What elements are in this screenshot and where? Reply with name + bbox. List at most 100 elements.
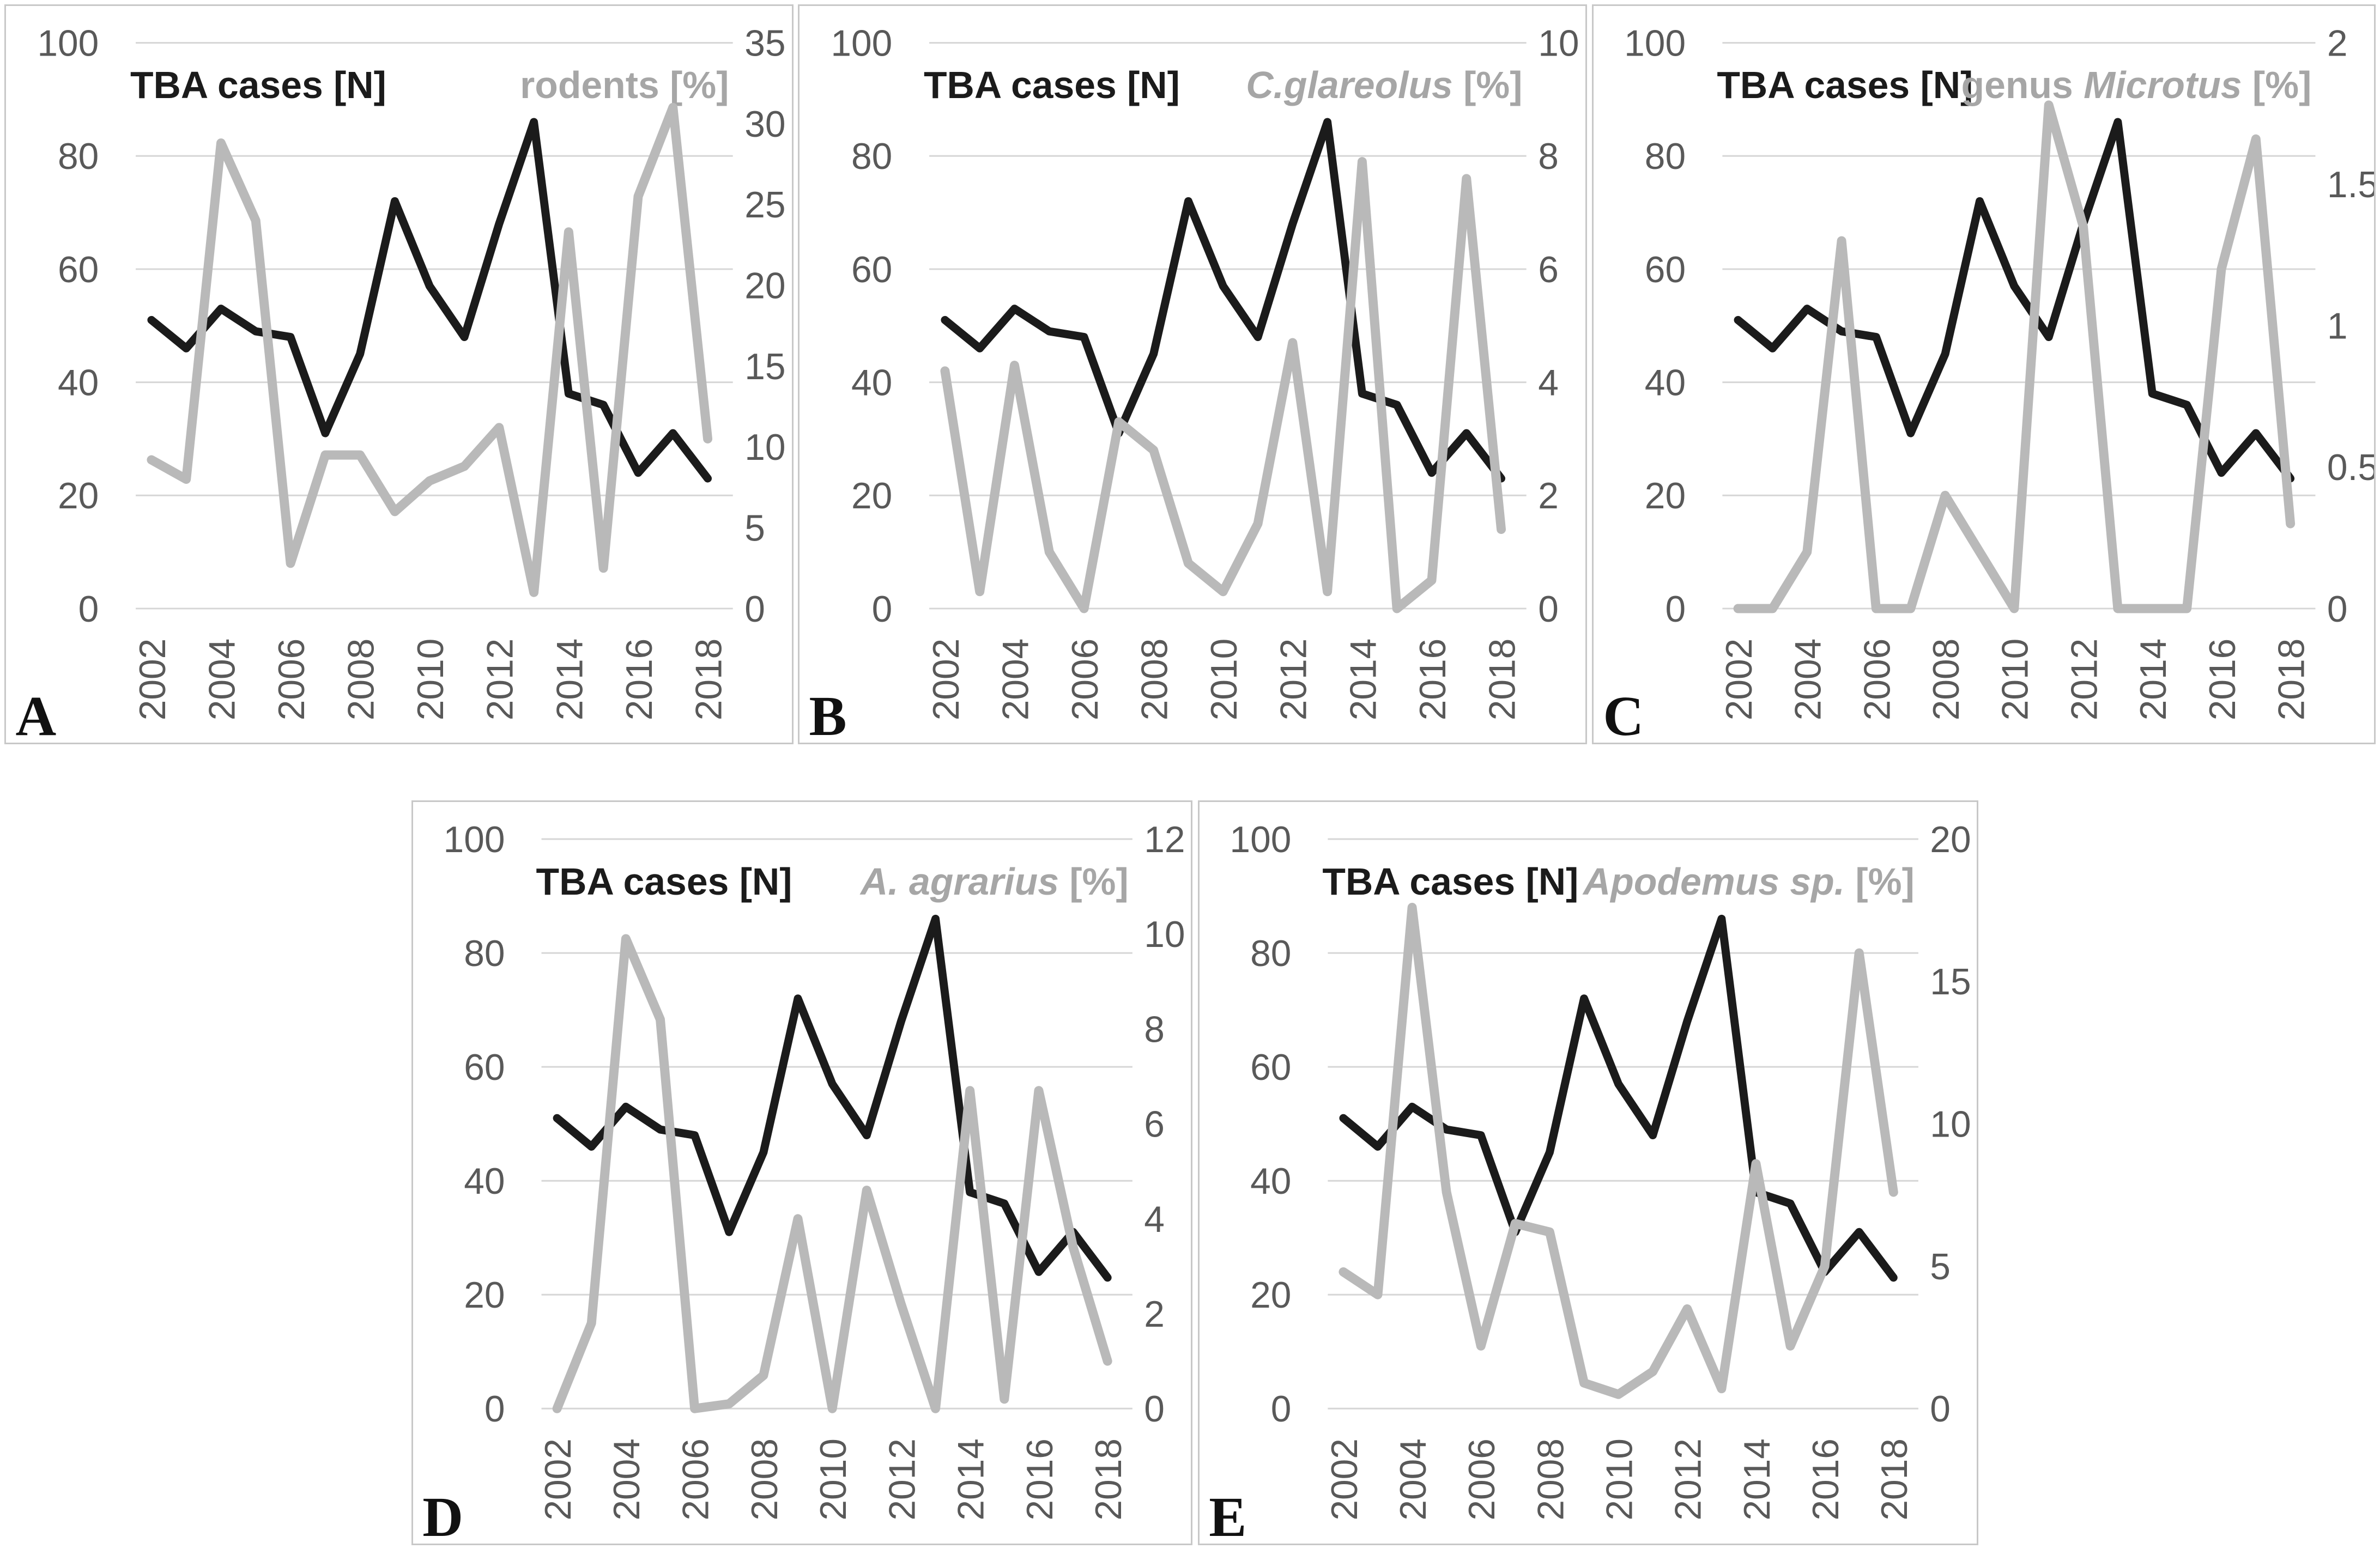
right-axis-tick-label: 5 — [1930, 1247, 1951, 1287]
x-axis-tick-label: 2012 — [480, 639, 521, 721]
left-axis-tick-label: 100 — [37, 23, 99, 64]
x-axis-tick-label: 2010 — [410, 639, 451, 721]
panel-D: 0 20 40 60 80 100 0 2 4 6 8 10 12 2002 2004 2006 2008 201… — [411, 800, 1192, 1545]
chart-title-left: TBA cases [N] — [130, 64, 386, 106]
x-axis-tick-label: 2006 — [676, 1438, 717, 1521]
chart-title-right: C.glareolus [%] — [1246, 64, 1522, 106]
left-axis-tick-label: 0 — [78, 589, 99, 630]
left-axis-tick-label: 100 — [831, 23, 892, 64]
panel-letter: E — [1209, 1486, 1246, 1544]
right-axis-tick-label: 2 — [2327, 23, 2348, 64]
panel-letter: C — [1603, 685, 1644, 743]
left-axis-tick-label: 40 — [1645, 362, 1686, 403]
left-axis-tick-label: 0 — [1271, 1389, 1292, 1430]
left-axis-tick-label: 60 — [1645, 250, 1686, 290]
panel-A: 0 20 40 60 80 100 0 5 10 15 20 25 30 35 2002 2004 2006 20… — [4, 4, 794, 744]
right-axis-tick-label: 0 — [1930, 1389, 1951, 1430]
left-axis-tick-label: 60 — [58, 250, 99, 290]
left-axis-tick-label: 40 — [464, 1161, 505, 1202]
right-axis-tick-label: 4 — [1144, 1199, 1165, 1240]
right-axis-tick-label: 30 — [744, 104, 785, 145]
left-axis-tick-label: 60 — [464, 1047, 505, 1088]
left-axis-tick-label: 60 — [851, 250, 892, 290]
left-axis-tick-label: 80 — [58, 136, 99, 177]
x-axis-tick-label: 2006 — [1857, 639, 1898, 721]
right-axis-tick-label: 0 — [2327, 589, 2348, 630]
x-axis-tick-label: 2004 — [202, 639, 243, 721]
x-axis-tick-label: 2004 — [995, 639, 1036, 721]
left-axis-tick-label: 0 — [485, 1389, 505, 1430]
species-percent-line — [1733, 100, 2296, 613]
x-axis-tick-label: 2014 — [1343, 639, 1384, 721]
right-axis-tick-label: 5 — [744, 508, 765, 549]
right-axis-tick-label: 10 — [1930, 1104, 1971, 1145]
chart-B-svg: 0 20 40 60 80 100 0 2 4 6 8 10 2002 2004 2006 2008 2010 2… — [809, 23, 1579, 743]
x-axis-tick-label: 2010 — [1204, 639, 1245, 721]
left-axis-tick-label: 80 — [851, 136, 892, 177]
left-axis-tick-label: 100 — [444, 819, 505, 860]
panel-B: 0 20 40 60 80 100 0 2 4 6 8 10 2002 2004 2006 2008 2010 2… — [798, 4, 1587, 744]
right-axis-tick-label: 2 — [1144, 1294, 1165, 1335]
right-axis-tick-label: 15 — [1930, 962, 1971, 1003]
species-percent-line — [552, 934, 1112, 1413]
x-axis-tick-label: 2008 — [744, 1438, 785, 1521]
x-axis-tick-label: 2008 — [1530, 1438, 1571, 1521]
right-axis-tick-label: 20 — [1930, 819, 1971, 860]
species-percent-line — [147, 102, 713, 597]
left-axis-tick-label: 100 — [1230, 819, 1291, 860]
right-axis-tick-label: 2 — [1538, 476, 1559, 517]
x-axis-tick-label: 2008 — [1135, 639, 1176, 721]
right-axis-tick-label: 4 — [1538, 362, 1559, 403]
x-axis-tick-label: 2012 — [1274, 639, 1315, 721]
x-axis-tick-label: 2014 — [1737, 1438, 1778, 1521]
panel-C: 0 20 40 60 80 100 0 0.5 1 1.5 2 2002 2004 2006 2008 201… — [1592, 4, 2376, 744]
right-axis-tick-label: 15 — [744, 347, 785, 387]
chart-title-left: TBA cases [N] — [1717, 64, 1973, 106]
right-axis-tick-label: 0 — [1538, 589, 1559, 630]
right-axis-tick-label: 35 — [744, 23, 785, 64]
x-axis-tick-label: 2016 — [619, 639, 660, 721]
x-axis-tick-label: 2008 — [341, 639, 382, 721]
left-axis-tick-label: 20 — [58, 476, 99, 517]
panel-E: 0 20 40 60 80 100 0 5 10 15 20 2002 2004 2006 2008 2010… — [1198, 800, 1978, 1545]
right-axis-tick-label: 6 — [1538, 250, 1559, 290]
left-axis-tick-label: 40 — [851, 362, 892, 403]
x-axis-tick-label: 2002 — [1324, 1438, 1365, 1521]
chart-title-left: TBA cases [N] — [1322, 860, 1578, 903]
left-axis-tick-label: 80 — [464, 933, 505, 974]
left-axis-tick-label: 40 — [1250, 1161, 1291, 1202]
left-axis-tick-label: 20 — [464, 1275, 505, 1316]
species-percent-line — [940, 157, 1506, 613]
chart-title-left: TBA cases [N] — [536, 860, 792, 903]
panel-letter: B — [809, 685, 846, 743]
x-axis-tick-label: 2012 — [2064, 639, 2105, 721]
left-axis-tick-label: 40 — [58, 362, 99, 403]
right-axis-tick-label: 8 — [1144, 1009, 1165, 1050]
x-axis-tick-label: 2016 — [1413, 639, 1454, 721]
tba-cases-line — [553, 914, 1112, 1282]
tba-cases-line — [941, 118, 1506, 483]
x-axis-tick-label: 2014 — [951, 1438, 992, 1521]
right-axis-tick-label: 12 — [1144, 819, 1185, 860]
x-axis-tick-label: 2010 — [1995, 639, 2036, 721]
right-axis-tick-label: 10 — [1144, 914, 1185, 955]
x-axis-tick-label: 2006 — [1065, 639, 1106, 721]
x-axis-tick-label: 2012 — [882, 1438, 923, 1521]
x-axis-tick-label: 2002 — [926, 639, 967, 721]
right-axis-tick-label: 8 — [1538, 136, 1559, 177]
right-axis-tick-label: 10 — [1538, 23, 1579, 64]
right-axis-tick-label: 1 — [2327, 306, 2348, 347]
x-axis-tick-label: 2016 — [1020, 1438, 1061, 1521]
left-axis-tick-label: 20 — [1645, 476, 1686, 517]
x-axis-tick-label: 2016 — [2202, 639, 2243, 721]
chart-D-svg: 0 20 40 60 80 100 0 2 4 6 8 10 12 2002 2004 2006 2008 201… — [422, 819, 1185, 1544]
right-axis-tick-label: 25 — [744, 185, 785, 226]
x-axis-tick-label: 2004 — [1788, 639, 1829, 721]
x-axis-tick-label: 2010 — [813, 1438, 854, 1521]
x-axis-tick-label: 2008 — [1926, 639, 1967, 721]
tba-cases-line — [1339, 914, 1898, 1282]
left-axis-tick-label: 20 — [851, 476, 892, 517]
x-axis-tick-label: 2018 — [1088, 1438, 1129, 1521]
chart-A-svg: 0 20 40 60 80 100 0 5 10 15 20 25 30 35 2002 2004 2006 20… — [15, 23, 785, 743]
